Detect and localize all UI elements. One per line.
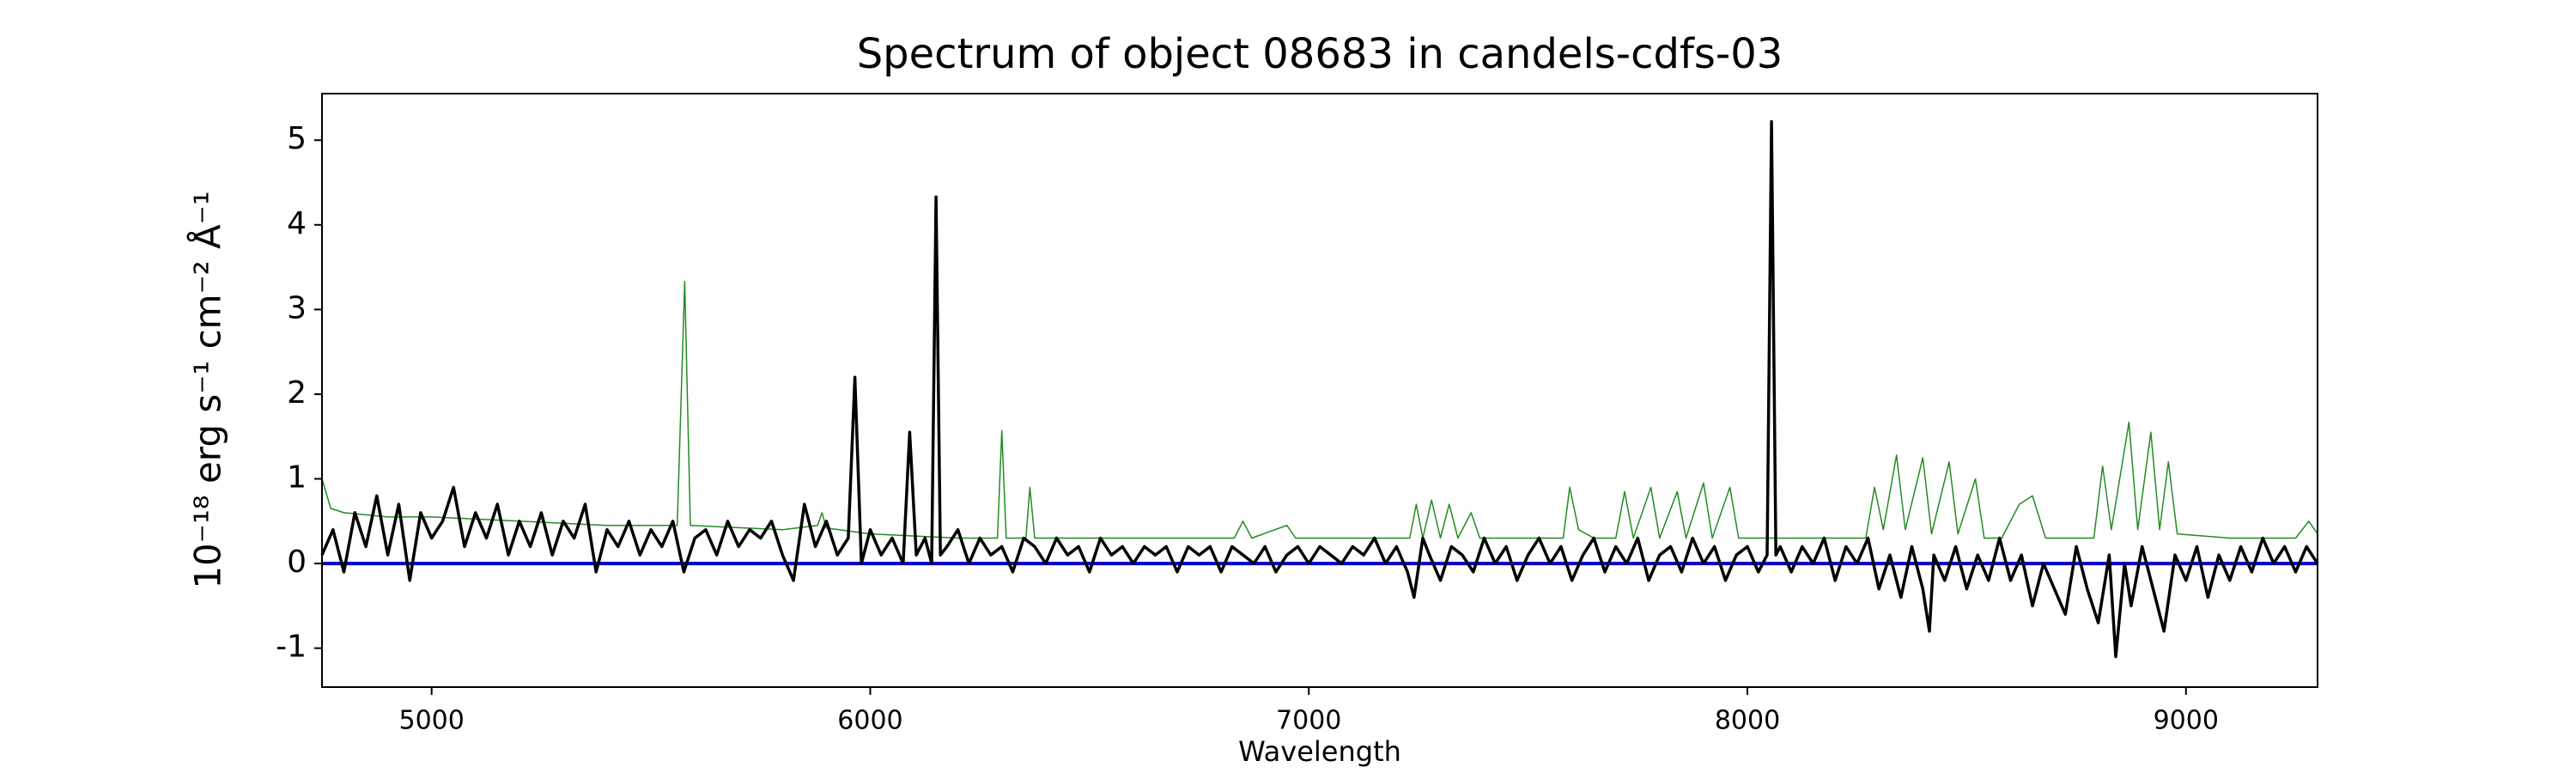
- y-tick-label: 4: [287, 206, 307, 241]
- y-tick-label: 5: [287, 121, 307, 156]
- plot-area: [320, 119, 2319, 659]
- chart-title: Spectrum of object 08683 in candels-cdfs…: [857, 30, 1783, 78]
- x-tick-label: 9000: [2154, 706, 2219, 736]
- x-axis-label: Wavelength: [1238, 735, 1401, 768]
- y-tick-label: 0: [287, 545, 307, 580]
- x-tick-label: 8000: [1715, 706, 1780, 736]
- x-tick-label: 7000: [1276, 706, 1341, 736]
- y-tick-label: -1: [276, 630, 307, 665]
- y-axis-label: 10⁻¹⁸ erg s⁻¹ cm⁻² Å⁻¹: [186, 191, 229, 588]
- x-tick-label: 6000: [837, 706, 902, 736]
- x-tick-label: 5000: [399, 706, 465, 736]
- spectrum-line: [321, 281, 2318, 539]
- y-tick-label: 1: [287, 460, 307, 496]
- spectrum-line: [320, 119, 2319, 659]
- y-tick-label: 3: [287, 290, 307, 326]
- plot-frame: [321, 93, 2318, 688]
- y-tick-label: 2: [287, 375, 307, 411]
